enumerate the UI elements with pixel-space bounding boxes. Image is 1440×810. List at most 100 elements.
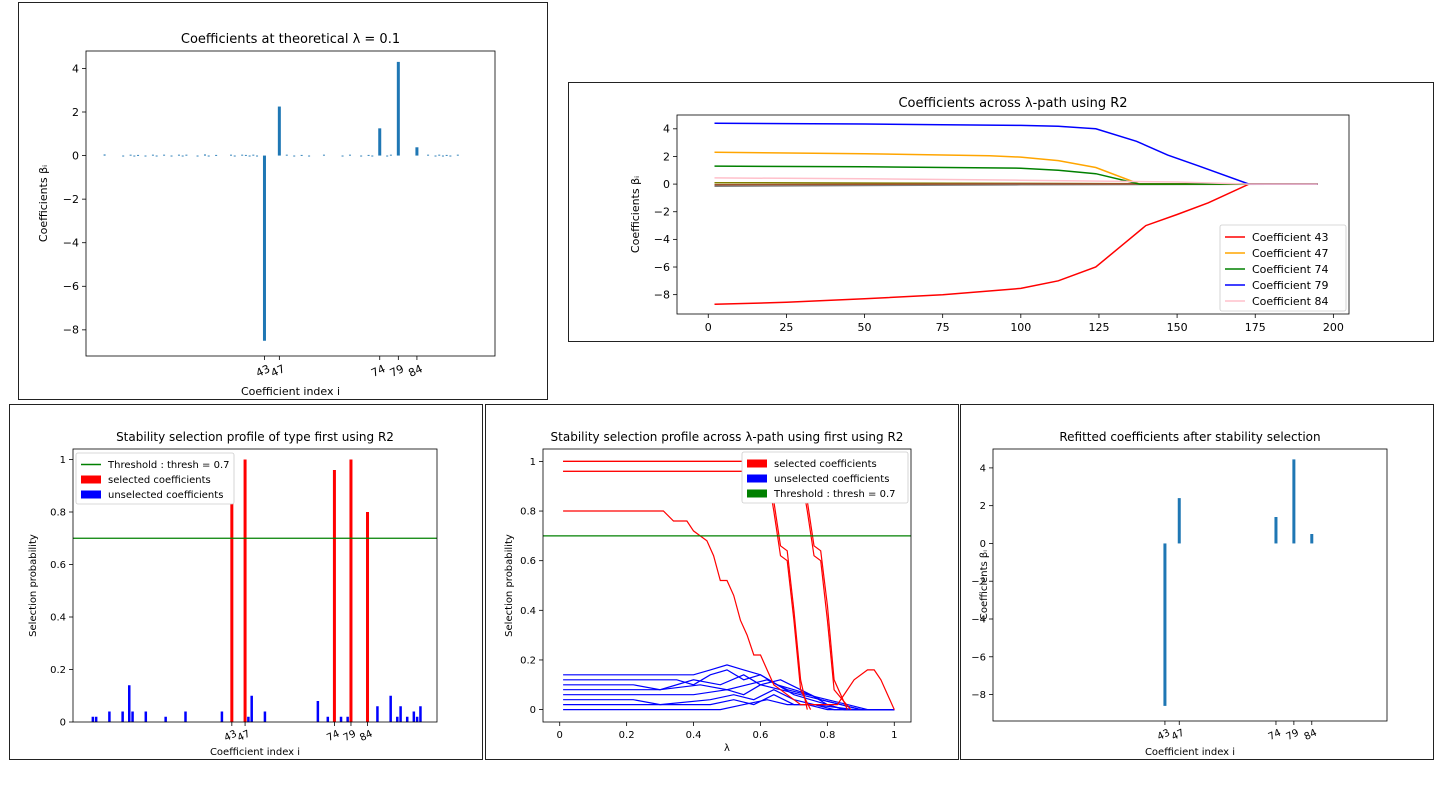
legend-box xyxy=(1219,224,1347,312)
panel-stability-lambda-path: Stability selection profile across λ-pat… xyxy=(485,404,959,760)
selected-path xyxy=(563,470,812,710)
coefficient-line xyxy=(714,122,1318,185)
x-tick-label: 43 xyxy=(1156,728,1172,743)
selected-path xyxy=(563,510,895,710)
y-tick-label: 0.6 xyxy=(50,560,66,571)
y-tick-label: 4 xyxy=(72,62,79,75)
coefficient-bar xyxy=(177,154,180,156)
x-tick-label: 79 xyxy=(1285,728,1301,743)
coefficient-bar xyxy=(378,128,382,156)
y-tick-label: 0.2 xyxy=(520,655,536,666)
plot-frame xyxy=(72,448,438,723)
unselected-path xyxy=(563,689,895,711)
plot-frame xyxy=(542,448,912,723)
y-tick-label: −8 xyxy=(971,690,986,701)
legend-swatch xyxy=(747,489,767,498)
unselected-bar xyxy=(91,716,95,722)
x-tick-label: 74 xyxy=(325,729,341,744)
unselected-bar xyxy=(94,716,98,722)
panel-theoretical-coefficients: Coefficients at theoretical λ = 0.1 4 2 0 −2… xyxy=(18,2,548,400)
y-axis-label: Selection probability xyxy=(504,534,515,637)
chart-title: Refitted coefficients after stability se… xyxy=(1059,430,1320,444)
y-axis-label: Coefficients βᵢ xyxy=(37,165,50,242)
x-tick-label: 47 xyxy=(269,362,287,380)
y-tick-label: 2 xyxy=(72,106,79,119)
coefficient-bar xyxy=(122,155,125,157)
x-tick-label: 79 xyxy=(388,362,406,380)
coefficient-bar xyxy=(207,155,210,157)
x-tick-label: 25 xyxy=(779,321,793,334)
chart-stability-profile: Stability selection profile of type firs… xyxy=(28,430,438,758)
y-tick-label: 4 xyxy=(663,123,670,136)
coefficient-bar xyxy=(300,154,303,156)
y-tick-label: −4 xyxy=(63,237,79,250)
unselected-path xyxy=(563,684,895,711)
y-tick-label: 4 xyxy=(980,463,986,474)
chart-refitted-coefficients: Refitted coefficients after stability se… xyxy=(971,430,1388,758)
x-tick-label: 0 xyxy=(557,730,563,741)
coefficient-bar xyxy=(129,154,132,156)
x-tick-label: 43 xyxy=(254,362,272,380)
y-tick-label: 2 xyxy=(663,150,670,163)
unselected-bar xyxy=(326,716,330,722)
legend-label: selected coefficients xyxy=(108,475,211,486)
legend-swatch xyxy=(81,475,101,484)
unselected-bar xyxy=(415,716,419,722)
x-tick-label: 84 xyxy=(358,729,374,744)
panel-lambda-path-coefficients: Coefficients across λ-path using R2 4 2 0 −2… xyxy=(568,82,1434,342)
y-tick-label: −2 xyxy=(654,206,670,219)
unselected-path xyxy=(563,694,895,711)
y-tick-label: 1 xyxy=(60,455,66,466)
x-tick-label: 47 xyxy=(236,729,252,744)
chart-title: Coefficients across λ-path using R2 xyxy=(898,96,1127,111)
coefficient-bar xyxy=(215,154,218,156)
coefficient-bar xyxy=(285,154,288,156)
legend-box xyxy=(741,451,909,504)
coefficient-line xyxy=(714,177,1318,185)
coefficient-bar xyxy=(133,155,136,157)
legend-swatch xyxy=(81,490,101,499)
coefficient-bar xyxy=(277,106,281,156)
unselected-bar xyxy=(128,685,131,722)
y-tick-label: 0.8 xyxy=(520,507,536,518)
coefficient-bar xyxy=(449,155,452,157)
y-tick-label: 0.6 xyxy=(520,556,536,567)
coefficient-bar xyxy=(230,154,233,156)
y-tick-label: 1 xyxy=(530,457,536,468)
coefficient-line xyxy=(714,183,1318,306)
legend-label: Threshold : thresh = 0.7 xyxy=(773,489,896,500)
x-tick-label: 0.6 xyxy=(753,730,769,741)
chart-lambda-path-coefficients: Coefficients across λ-path using R2 4 2 0 −2… xyxy=(629,96,1350,334)
x-tick-label: 0.4 xyxy=(686,730,702,741)
selected-bar xyxy=(349,459,353,722)
unselected-bar xyxy=(389,695,392,722)
unselected-bar xyxy=(316,701,320,722)
legend-label: Coefficient 47 xyxy=(1252,247,1328,260)
chart-title: Coefficients at theoretical λ = 0.1 xyxy=(181,32,400,47)
coefficient-bar xyxy=(196,155,199,157)
unselected-path xyxy=(563,679,895,711)
coefficient-bar xyxy=(137,154,140,156)
legend-swatch xyxy=(747,459,767,468)
coefficient-bar xyxy=(308,155,311,157)
refitted-bar xyxy=(1292,459,1296,544)
coefficient-bar xyxy=(456,154,459,156)
legend-label: Coefficient 79 xyxy=(1252,279,1328,292)
coefficient-bar xyxy=(262,155,266,341)
x-axis-label: λ xyxy=(724,743,730,754)
selected-bar xyxy=(230,459,234,722)
coefficient-bar xyxy=(389,154,392,156)
coefficient-bar xyxy=(144,155,147,157)
y-tick-label: 0 xyxy=(530,705,536,716)
unselected-bar xyxy=(121,711,124,722)
coefficient-bar xyxy=(371,155,374,157)
chart-title: Stability selection profile across λ-pat… xyxy=(551,430,904,444)
x-tick-label: 43 xyxy=(223,729,239,744)
unselected-bar xyxy=(247,716,250,722)
y-tick-label: −6 xyxy=(971,652,986,663)
unselected-bar xyxy=(419,706,422,722)
y-tick-label: −2 xyxy=(63,193,79,206)
x-tick-label: 0.8 xyxy=(819,730,835,741)
coefficient-bar xyxy=(233,155,236,157)
plot-frame xyxy=(676,114,1350,315)
